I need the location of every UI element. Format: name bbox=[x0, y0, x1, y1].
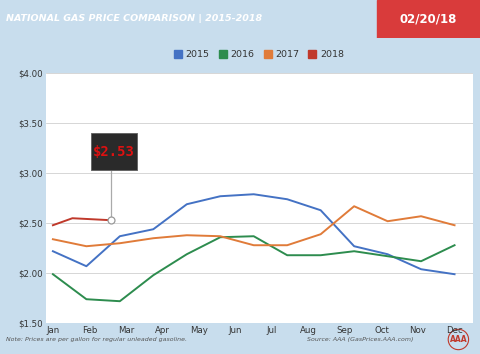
FancyBboxPatch shape bbox=[91, 133, 137, 170]
Bar bbox=[377, 0, 480, 38]
Text: $2.53: $2.53 bbox=[93, 145, 135, 159]
Text: Note: Prices are per gallon for regular unleaded gasoline.: Note: Prices are per gallon for regular … bbox=[6, 337, 187, 342]
Text: AAA: AAA bbox=[450, 335, 467, 344]
Text: 02/20/18: 02/20/18 bbox=[400, 12, 457, 25]
Text: Source: AAA (GasPrices.AAA.com): Source: AAA (GasPrices.AAA.com) bbox=[307, 337, 414, 342]
Text: NATIONAL GAS PRICE COMPARISON | 2015-2018: NATIONAL GAS PRICE COMPARISON | 2015-201… bbox=[6, 15, 262, 23]
Legend: 2015, 2016, 2017, 2018: 2015, 2016, 2017, 2018 bbox=[170, 46, 348, 63]
